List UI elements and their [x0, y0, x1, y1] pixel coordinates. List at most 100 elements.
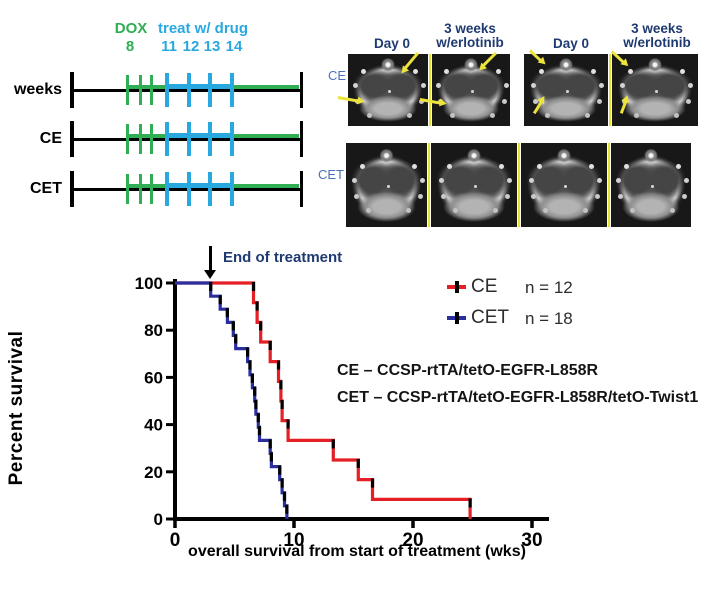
- x-tick-label: 30: [521, 530, 542, 551]
- genotype-line-ce: CE – CCSP-rtTA/tetO-EGFR-L858R: [337, 362, 599, 379]
- timeline-endcap: [299, 72, 303, 108]
- drug-week-label: 11: [161, 38, 177, 55]
- rib-dots: [655, 90, 658, 93]
- event-tick-icon: [455, 312, 459, 324]
- mri-column-header: 3 weeks w/erlotinib: [623, 22, 691, 50]
- y-tick-label: 60: [144, 368, 163, 387]
- timeline-row-label-cet: CET: [30, 180, 62, 197]
- mri-image-cet-3wk-b: [611, 143, 691, 227]
- mri-image-ce-day0-b: [524, 54, 608, 126]
- x-tick-label: 0: [170, 530, 181, 551]
- scan-divider-line: [608, 143, 610, 227]
- dox-label: DOX: [114, 20, 148, 37]
- scan-divider-line: [428, 143, 430, 227]
- y-tick-label: 20: [144, 463, 163, 482]
- drug-week-label: 14: [225, 38, 243, 55]
- ce-curve-swatch: [447, 281, 466, 293]
- scan-divider-line: [518, 143, 520, 227]
- rib-dots: [564, 185, 567, 188]
- genotype-line-cet: CET – CCSP-rtTA/tetO-EGFR-L858R/tetO-Twi…: [337, 389, 699, 406]
- drug-tick-icon: [230, 122, 234, 156]
- rib-dots: [566, 90, 569, 93]
- cet-curve-swatch: [447, 312, 466, 324]
- legend-label: CET: [471, 307, 509, 328]
- dox-tick-icon: [150, 124, 153, 154]
- dox-week-label: 8: [125, 38, 135, 55]
- mri-image-ce-day0-a: [348, 54, 428, 126]
- dox-tick-icon: [126, 174, 129, 204]
- scan-divider-line: [609, 54, 611, 126]
- drug-period-bar: [165, 133, 234, 138]
- dox-tick-icon: [126, 75, 129, 105]
- mri-image-cet-day0-a: [346, 143, 427, 227]
- timeline-baseline: [70, 88, 303, 92]
- dox-tick-icon: [139, 174, 142, 204]
- timeline-row-label-ce: CE: [39, 130, 62, 147]
- timeline-baseline: [70, 187, 303, 191]
- y-tick-label: 0: [154, 510, 163, 529]
- end-of-treatment-arrowhead-icon: [204, 270, 216, 279]
- timeline-row-label-weeks: weeks: [13, 81, 62, 98]
- rib-dots: [471, 90, 474, 93]
- timeline-track-ce: [70, 119, 303, 159]
- drug-week-label: 12: [182, 38, 200, 55]
- y-tick-label: 80: [144, 321, 163, 340]
- mri-header-line2: w/erlotinib: [436, 35, 504, 50]
- drug-tick-icon: [165, 172, 169, 206]
- drug-tick-icon: [187, 122, 191, 156]
- legend-item-cet: CET n = 18: [447, 307, 647, 329]
- drug-tick-icon: [230, 73, 234, 107]
- timeline-endcap: [299, 121, 303, 157]
- scan-divider-line: [429, 54, 431, 126]
- event-tick-icon: [455, 281, 459, 293]
- mri-header-line1: 3 weeks: [631, 21, 683, 36]
- y-tick-label: 100: [135, 274, 163, 293]
- legend-count: n = 18: [525, 309, 573, 328]
- rib-dots: [386, 185, 390, 188]
- drug-tick-icon: [208, 172, 212, 206]
- mri-row-label-cet: CET: [318, 167, 344, 182]
- mri-header-line1: 3 weeks: [444, 21, 496, 36]
- dox-tick-icon: [150, 75, 153, 105]
- drug-label: treat w/ drug: [157, 20, 249, 37]
- rib-dots: [651, 185, 654, 188]
- mri-image-cet-3wk-a: [431, 143, 517, 227]
- rib-dots: [388, 90, 391, 93]
- mri-column-header: Day 0: [373, 36, 411, 51]
- dox-tick-icon: [126, 124, 129, 154]
- drug-tick-icon: [187, 172, 191, 206]
- legend-count: n = 12: [525, 278, 573, 297]
- drug-week-label: 13: [203, 38, 221, 55]
- drug-period-bar: [165, 84, 234, 89]
- drug-tick-icon: [165, 122, 169, 156]
- drug-tick-icon: [165, 73, 169, 107]
- y-tick-label: 40: [144, 416, 163, 435]
- legend-item-ce: CE n = 12: [447, 276, 647, 298]
- x-tick-label: 10: [283, 530, 304, 551]
- dox-tick-icon: [150, 174, 153, 204]
- drug-period-bar: [165, 183, 234, 188]
- legend-label: CE: [471, 276, 498, 297]
- timeline-endcap: [299, 171, 303, 207]
- dox-tick-icon: [139, 75, 142, 105]
- x-tick-label: 20: [402, 530, 423, 551]
- rib-dots: [474, 185, 477, 188]
- dox-tick-icon: [139, 124, 142, 154]
- drug-tick-icon: [208, 122, 212, 156]
- mri-image-ce-3wk-a: [432, 54, 510, 126]
- mri-column-header: Day 0: [552, 36, 590, 51]
- end-of-treatment-label: End of treatment: [223, 249, 343, 266]
- timeline-track-cet: [70, 169, 303, 209]
- mri-row-label-ce: CE: [328, 68, 347, 83]
- drug-tick-icon: [230, 172, 234, 206]
- mri-column-header: 3 weeks w/erlotinib: [436, 22, 504, 50]
- end-of-treatment-arrow-icon: [209, 246, 212, 271]
- drug-tick-icon: [208, 73, 212, 107]
- mri-header-line2: w/erlotinib: [623, 35, 691, 50]
- mri-image-cet-day0-b: [521, 143, 607, 227]
- drug-tick-icon: [187, 73, 191, 107]
- y-axis-title: Percent survival: [6, 330, 27, 486]
- x-axis-title: overall survival from start of treatment…: [188, 543, 526, 560]
